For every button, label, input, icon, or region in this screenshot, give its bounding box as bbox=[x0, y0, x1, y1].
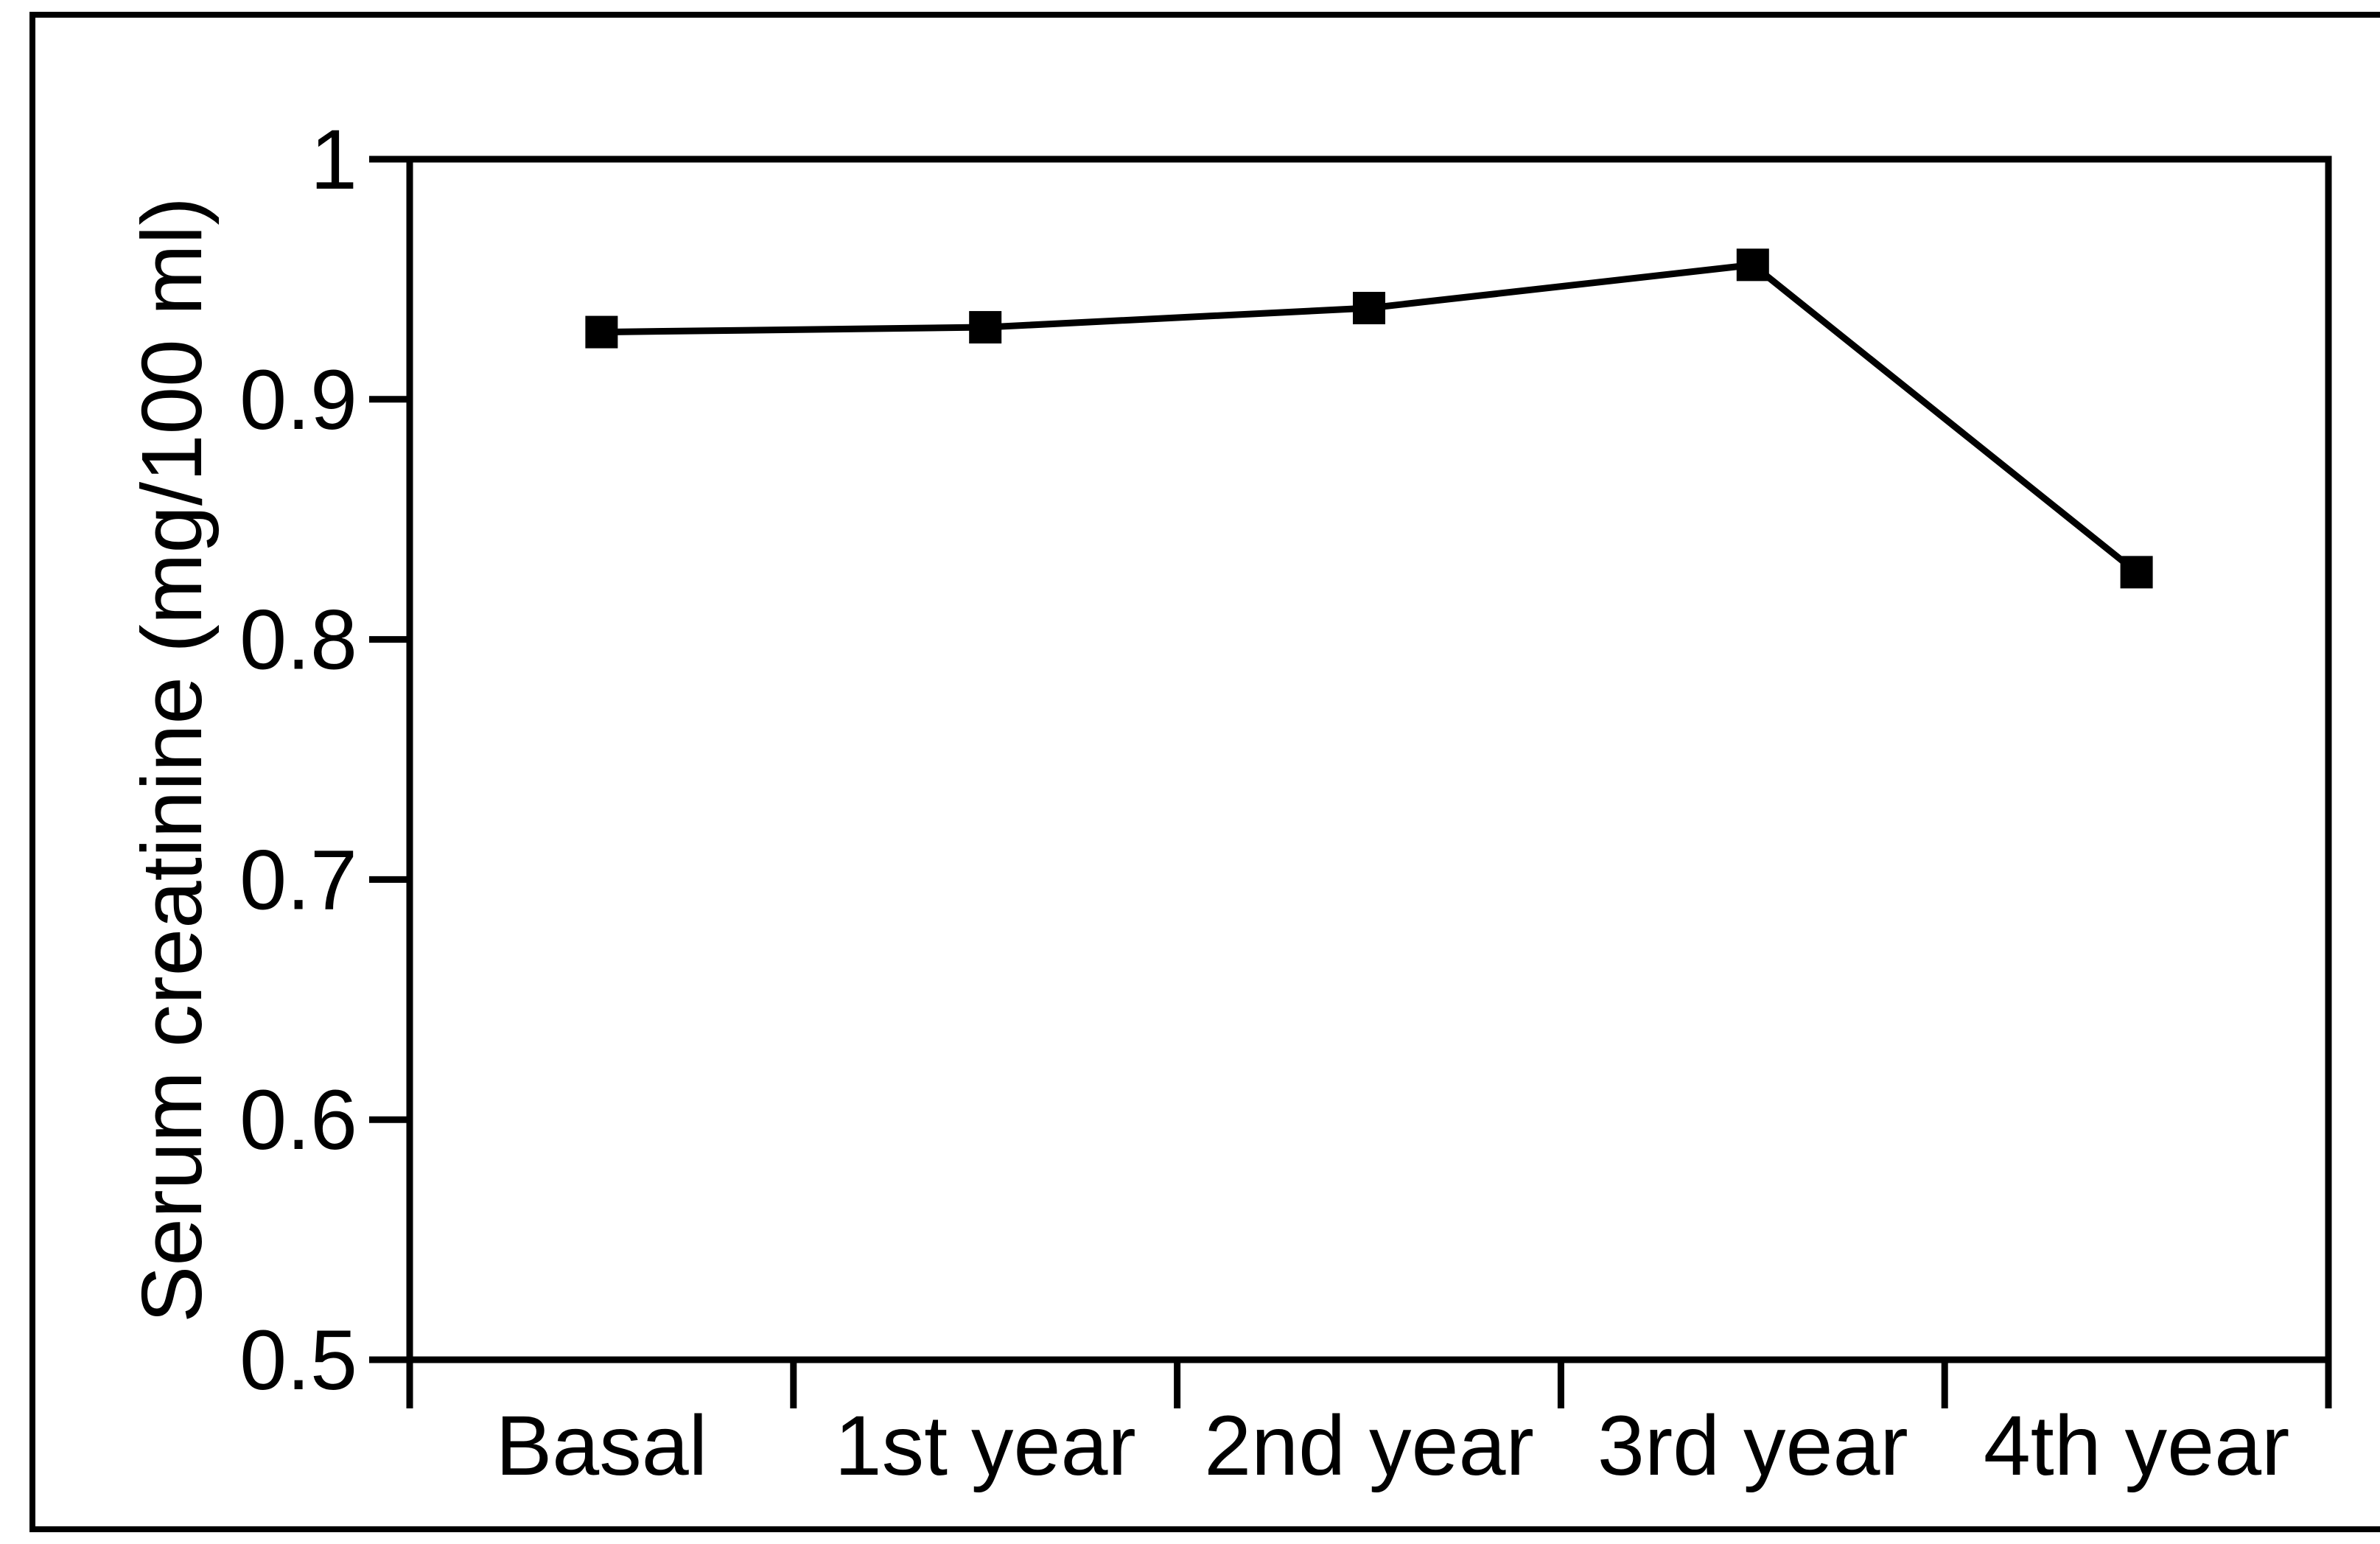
y-tick-label: 0.8 bbox=[239, 593, 357, 688]
x-axis-ticks bbox=[406, 1360, 2332, 1408]
plot-area bbox=[406, 156, 2332, 1363]
data-point-marker bbox=[585, 315, 618, 349]
x-tick-label: 3rd year bbox=[1597, 1399, 1908, 1493]
y-axis-title: Serum creatinine (mg/100 ml) bbox=[124, 197, 220, 1323]
x-axis-tick-labels: Basal 1st year 2nd year 3rd year 4th year bbox=[496, 1399, 2290, 1493]
x-tick-label: 2nd year bbox=[1204, 1399, 1534, 1493]
chart-figure: 1 0.9 0.8 0.7 0.6 0.5 Basal 1st year 2nd year 3r… bbox=[29, 12, 2380, 1532]
y-tick-label: 1 bbox=[310, 113, 357, 207]
data-point-marker bbox=[1736, 248, 1769, 282]
x-tick-label: 4th year bbox=[1984, 1399, 2290, 1493]
data-point-marker bbox=[969, 311, 1002, 344]
image-border bbox=[29, 12, 2380, 1532]
y-axis-tick-labels: 1 0.9 0.8 0.7 0.6 0.5 bbox=[239, 113, 357, 1408]
y-tick-label: 0.5 bbox=[239, 1313, 357, 1408]
y-axis-ticks bbox=[369, 156, 410, 1363]
chart-canvas: 1 0.9 0.8 0.7 0.6 0.5 Basal 1st year 2nd year 3r… bbox=[29, 12, 2380, 1532]
x-tick-label: 1st year bbox=[835, 1399, 1136, 1493]
x-tick-label: Basal bbox=[496, 1399, 708, 1493]
y-tick-label: 0.9 bbox=[239, 353, 357, 447]
data-point-marker bbox=[1353, 291, 1385, 324]
y-tick-label: 0.6 bbox=[239, 1073, 357, 1167]
data-point-marker bbox=[2120, 556, 2153, 589]
y-tick-label: 0.7 bbox=[239, 833, 357, 927]
data-point-markers bbox=[585, 248, 2153, 589]
